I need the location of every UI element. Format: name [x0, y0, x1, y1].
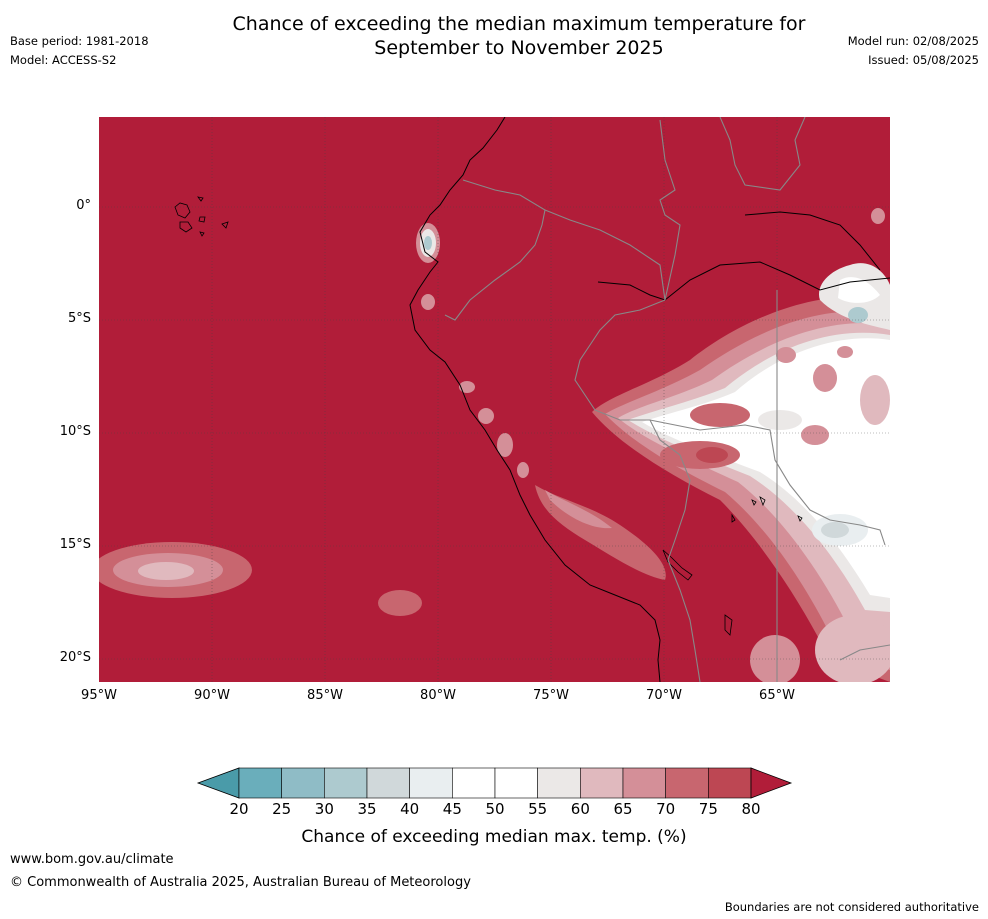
- small-islands: [724, 496, 803, 636]
- meta-left: Base period: 1981-2018 Model: ACCESS-S2: [10, 32, 149, 70]
- colorbar: [196, 767, 793, 799]
- lon-label-65w: 65°W: [759, 688, 795, 703]
- colorbar-tick-label: 40: [400, 800, 420, 818]
- galapagos-islands: [174, 196, 229, 237]
- colorbar-bin: [708, 767, 752, 799]
- lon-label-85w: 85°W: [307, 688, 343, 703]
- map-area: [99, 117, 890, 682]
- colorbar-bin: [537, 767, 581, 799]
- colorbar-title: Chance of exceeding median max. temp. (%…: [301, 827, 687, 847]
- country-borders: [444, 117, 890, 682]
- amazon-river: [597, 261, 890, 301]
- footer-url[interactable]: www.bom.gov.au/climate: [10, 852, 174, 867]
- colorbar-bin: [494, 767, 538, 799]
- footer-copyright: © Commonwealth of Australia 2025, Austra…: [10, 875, 471, 890]
- title-line-1: Chance of exceeding the median maximum t…: [232, 13, 806, 35]
- colorbar-min-arrow: [196, 767, 240, 799]
- colorbar-max-arrow: [750, 767, 793, 799]
- colorbar-tick-label: 20: [229, 800, 249, 818]
- colorbar-bin: [324, 767, 368, 799]
- lon-label-75w: 75°W: [533, 688, 569, 703]
- title-line-2: September to November 2025: [374, 37, 664, 59]
- colorbar-tick-label: 65: [613, 800, 633, 818]
- colorbar-bin: [622, 767, 666, 799]
- colorbar-tick-label: 30: [314, 800, 334, 818]
- northeast-river: [744, 211, 881, 271]
- lon-label-80w: 80°W: [420, 688, 456, 703]
- colorbar-tick-label: 75: [698, 800, 718, 818]
- footer-disclaimer: Boundaries are not considered authoritat…: [724, 900, 979, 914]
- model-run: Model run: 02/08/2025: [847, 34, 979, 48]
- colorbar-tick-label: 70: [656, 800, 676, 818]
- colorbar-bin: [366, 767, 410, 799]
- colorbar-bin: [452, 767, 496, 799]
- colorbar-bin: [281, 767, 325, 799]
- base-period: Base period: 1981-2018: [10, 34, 149, 48]
- lat-label-15s: 15°S: [59, 537, 91, 552]
- meta-right: Model run: 02/08/2025 Issued: 05/08/2025: [848, 32, 979, 70]
- colorbar-tick-label: 60: [570, 800, 590, 818]
- colorbar-bin: [238, 767, 282, 799]
- colorbar-tick-label: 50: [485, 800, 505, 818]
- probability-shading: [99, 208, 890, 682]
- coastline: [409, 117, 661, 682]
- issued-date: Issued: 05/08/2025: [868, 53, 979, 67]
- colorbar-tick-label: 35: [357, 800, 377, 818]
- lon-label-90w: 90°W: [194, 688, 230, 703]
- colorbar-tick-label: 80: [741, 800, 761, 818]
- lon-label-95w: 95°W: [81, 688, 117, 703]
- chart-title: Chance of exceeding the median maximum t…: [150, 12, 888, 60]
- lat-label-5s: 5°S: [67, 311, 91, 326]
- lat-label-0: 0°: [76, 198, 91, 213]
- lat-label-20s: 20°S: [59, 650, 91, 665]
- lon-label-70w: 70°W: [646, 688, 682, 703]
- colorbar-bin: [665, 767, 709, 799]
- colorbar-bin: [409, 767, 453, 799]
- colorbar-bin: [580, 767, 624, 799]
- colorbar-tick-label: 55: [528, 800, 548, 818]
- model-name: Model: ACCESS-S2: [10, 53, 117, 67]
- colorbar-tick-label: 25: [272, 800, 292, 818]
- lat-label-10s: 10°S: [59, 424, 91, 439]
- colorbar-tick-label: 45: [442, 800, 462, 818]
